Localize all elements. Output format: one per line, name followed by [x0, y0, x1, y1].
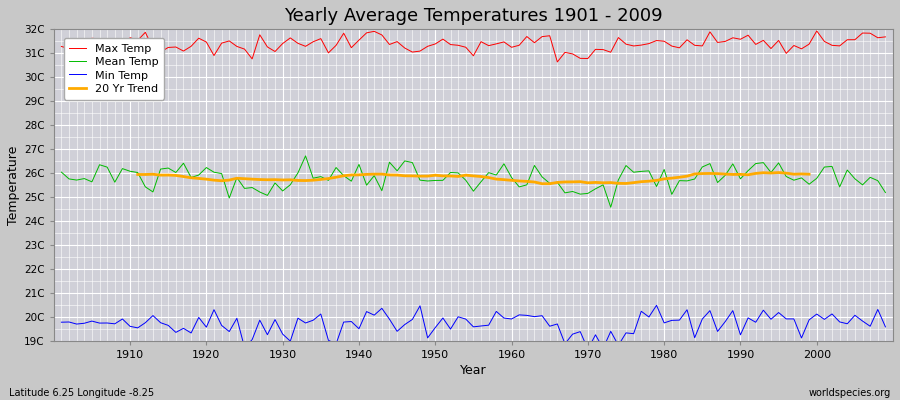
Max Temp — [330, 43, 341, 48]
X-axis label: Year: Year — [460, 364, 487, 377]
Mean Temp — [880, 190, 891, 195]
Max Temp — [606, 50, 616, 55]
Min Temp — [582, 347, 593, 352]
Min Temp — [117, 316, 128, 321]
Min Temp — [506, 316, 517, 321]
Mean Temp — [506, 175, 517, 180]
Max Temp — [285, 36, 296, 40]
Min Temp — [330, 342, 341, 346]
Mean Temp — [338, 173, 349, 178]
Mean Temp — [514, 184, 525, 189]
Max Temp — [880, 34, 891, 39]
Text: worldspecies.org: worldspecies.org — [809, 388, 891, 398]
Mean Temp — [606, 205, 616, 210]
Line: Min Temp: Min Temp — [61, 305, 886, 349]
Title: Yearly Average Temperatures 1901 - 2009: Yearly Average Temperatures 1901 - 2009 — [284, 7, 662, 25]
20 Yr Trend — [330, 175, 341, 180]
Y-axis label: Temperature: Temperature — [7, 145, 20, 225]
Min Temp — [56, 320, 67, 325]
Max Temp — [56, 44, 67, 49]
Mean Temp — [117, 166, 128, 171]
Mean Temp — [56, 170, 67, 174]
Min Temp — [606, 329, 616, 334]
20 Yr Trend — [499, 177, 509, 182]
Min Temp — [285, 339, 296, 344]
Min Temp — [499, 316, 509, 320]
Max Temp — [117, 52, 128, 56]
20 Yr Trend — [506, 178, 517, 183]
20 Yr Trend — [285, 178, 296, 182]
Legend: Max Temp, Mean Temp, Min Temp, 20 Yr Trend: Max Temp, Mean Temp, Min Temp, 20 Yr Tre… — [64, 38, 164, 100]
20 Yr Trend — [598, 180, 608, 185]
Line: Mean Temp: Mean Temp — [61, 156, 886, 207]
Min Temp — [880, 324, 891, 329]
Line: Max Temp: Max Temp — [61, 31, 886, 62]
Max Temp — [552, 60, 562, 64]
Line: 20 Yr Trend: 20 Yr Trend — [138, 172, 809, 184]
Text: Latitude 6.25 Longitude -8.25: Latitude 6.25 Longitude -8.25 — [9, 388, 154, 398]
Min Temp — [651, 303, 661, 308]
Max Temp — [506, 45, 517, 50]
Mean Temp — [285, 182, 296, 187]
Mean Temp — [613, 178, 624, 182]
Max Temp — [499, 40, 509, 44]
Mean Temp — [301, 154, 311, 158]
Max Temp — [812, 28, 823, 33]
